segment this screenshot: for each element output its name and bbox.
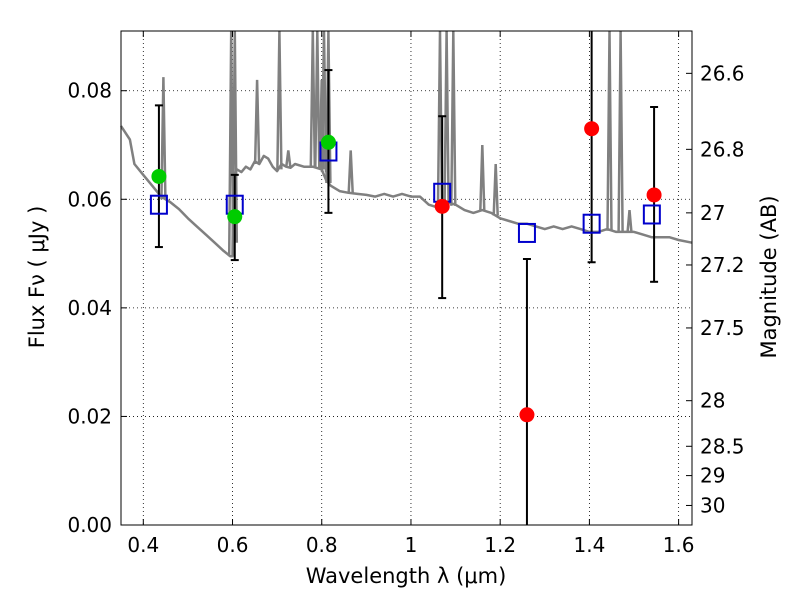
- emission-line: [450, 30, 457, 206]
- sed-model-line: [119, 125, 693, 258]
- y2-axis-title: Magnitude (AB): [757, 195, 781, 358]
- x-axis-title: Wavelength λ (μm): [306, 564, 507, 588]
- x-tick-label: 1.4: [573, 533, 605, 557]
- model-photometry-layer: [149, 141, 661, 243]
- magnitude-tick-label: 29: [700, 464, 725, 488]
- y-tick-label: 0.00: [67, 513, 112, 537]
- emission-line: [285, 150, 292, 167]
- observed-point: [646, 187, 662, 203]
- observed-point: [320, 134, 336, 150]
- observed-point: [151, 168, 167, 184]
- observed-points-layer: [151, 121, 662, 423]
- emission-line: [443, 30, 450, 204]
- emission-line: [253, 79, 261, 165]
- magnitude-tick-label: 27.5: [700, 316, 745, 340]
- emission-line: [479, 144, 486, 212]
- magnitude-tick-label: 27: [700, 201, 725, 225]
- model-photometry-square: [517, 222, 536, 243]
- magnitude-tick-label: 28.5: [700, 434, 745, 458]
- y-tick-label: 0.04: [67, 296, 112, 320]
- emission-line: [492, 163, 499, 216]
- y-axis-title: Flux Fν ( μJy ): [25, 206, 49, 349]
- emission-line: [347, 150, 354, 193]
- emission-line: [276, 30, 283, 170]
- observed-point: [519, 407, 535, 423]
- emission-line: [626, 209, 633, 234]
- magnitude-tick-label: 28: [700, 389, 725, 413]
- sed-model-layer: [119, 30, 693, 258]
- y-tick-label: 0.08: [67, 79, 112, 103]
- emission-line: [617, 30, 624, 232]
- ticks: 0.4 0.6 0.8 1 1.2 1.4 1.6 0.00 0.02 0.04 0.06 0.08 2…: [67, 31, 745, 557]
- observed-point: [227, 209, 243, 225]
- emission-line: [309, 30, 317, 167]
- model-photometry-square: [582, 213, 601, 234]
- observed-point: [584, 121, 600, 137]
- x-tick-label: 0.4: [127, 533, 159, 557]
- magnitude-tick-label: 26.6: [700, 61, 745, 85]
- model-photometry-square: [149, 194, 168, 215]
- magnitude-tick-label: 26.8: [700, 137, 745, 161]
- x-tick-label: 0.8: [306, 533, 338, 557]
- y-tick-label: 0.02: [67, 404, 112, 428]
- x-tick-label: 1: [405, 533, 418, 557]
- x-tick-label: 1.2: [484, 533, 516, 557]
- x-tick-label: 1.6: [663, 533, 695, 557]
- emission-line: [606, 30, 613, 231]
- x-tick-label: 0.6: [217, 533, 249, 557]
- emission-line: [160, 77, 167, 200]
- model-photometry-square: [642, 204, 661, 225]
- y-tick-label: 0.06: [67, 187, 112, 211]
- plot-frame: [120, 30, 693, 526]
- emission-line: [314, 30, 321, 168]
- grid: [121, 31, 692, 526]
- magnitude-tick-label: 27.2: [700, 253, 745, 277]
- observed-point: [434, 198, 450, 214]
- magnitude-tick-label: 30: [700, 493, 725, 517]
